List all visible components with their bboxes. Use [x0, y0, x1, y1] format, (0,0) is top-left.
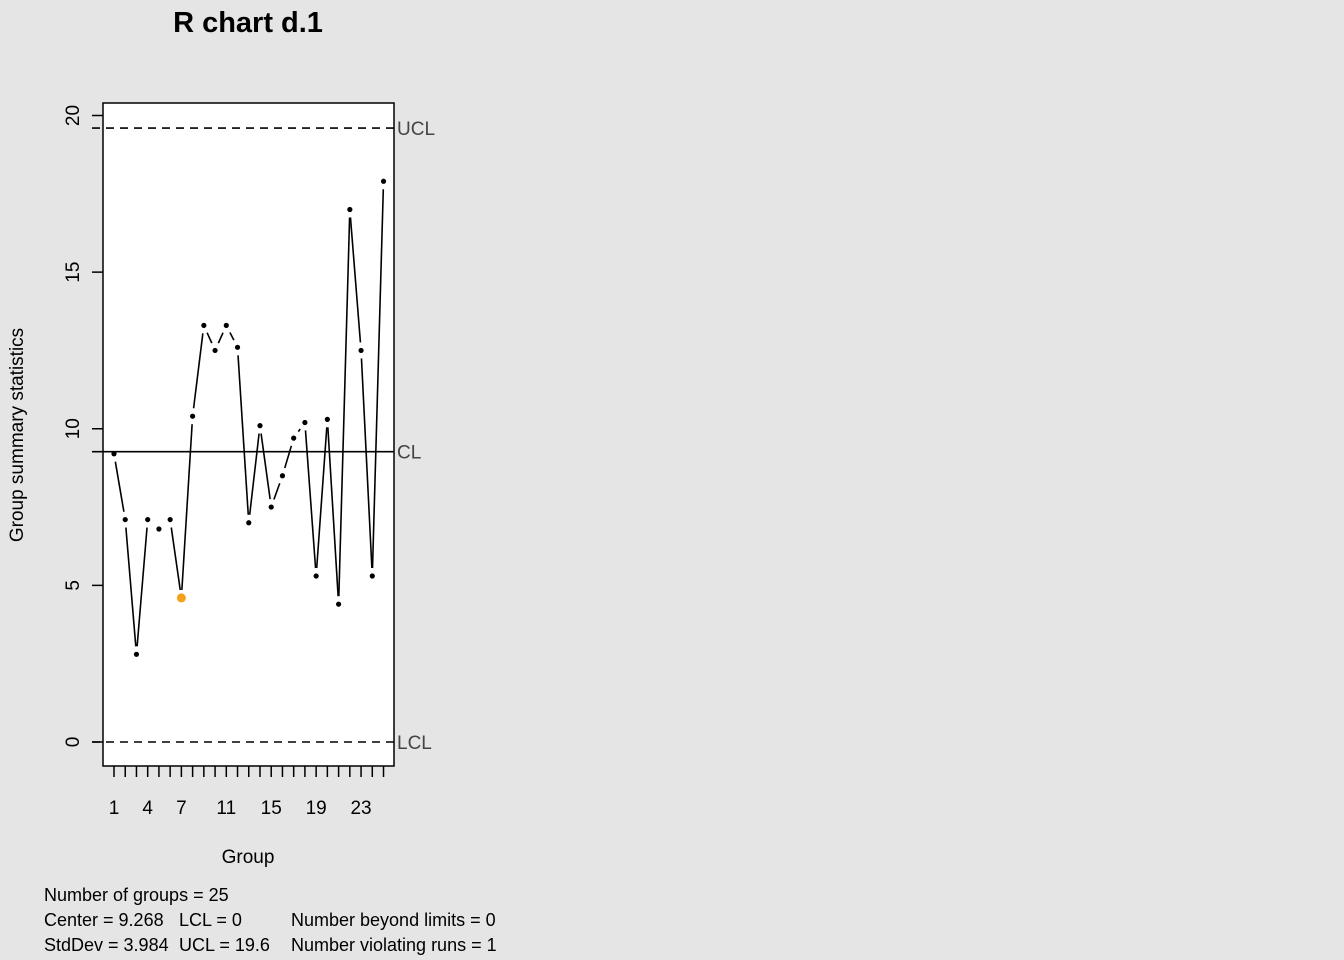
chart-title: R chart d.1 — [173, 7, 323, 39]
series-segment — [217, 332, 224, 344]
x-tick-label: 15 — [261, 798, 282, 819]
series-segment — [181, 424, 193, 590]
data-point — [156, 526, 162, 532]
y-tick-label: 10 — [63, 418, 84, 439]
x-tick-label: 23 — [350, 798, 371, 819]
x-tick-label: 1 — [109, 798, 120, 819]
series-segment — [371, 189, 385, 569]
violating-point — [176, 593, 186, 603]
data-point — [167, 516, 173, 523]
stat-number-of-groups: Number of groups = 25 — [44, 885, 229, 905]
y-axis-label: Group summary statistics — [7, 328, 28, 542]
x-tick-label: 11 — [216, 798, 236, 819]
ucl-label: UCL — [397, 119, 435, 140]
data-point — [246, 520, 252, 526]
series-segment — [237, 355, 250, 515]
data-point — [111, 451, 117, 457]
data-point — [380, 178, 387, 184]
data-point — [313, 573, 319, 579]
stat-center: Center = 9.268 — [44, 910, 164, 930]
cl-label: CL — [397, 443, 421, 464]
series-segment — [114, 461, 125, 512]
x-tick-label: 7 — [176, 798, 187, 819]
data-point — [347, 206, 353, 213]
series-segment — [283, 445, 293, 469]
stat-beyond-limits: Number beyond limits = 0 — [291, 910, 496, 930]
data-point — [145, 516, 151, 523]
data-point — [122, 516, 128, 523]
series-segment — [338, 217, 351, 597]
series-segment — [136, 527, 148, 647]
series-segment — [206, 332, 213, 344]
y-tick-label: 15 — [63, 262, 84, 283]
series-segment — [248, 433, 260, 515]
series-segment — [327, 427, 339, 597]
x-tick-label: 4 — [142, 798, 153, 819]
data-point — [257, 423, 263, 429]
series-segment — [315, 427, 328, 569]
plot-area — [102, 102, 395, 767]
x-tick-label: 19 — [306, 798, 327, 819]
data-point — [324, 416, 330, 422]
series-segment — [229, 332, 235, 341]
series-segment — [192, 333, 204, 409]
data-point — [212, 347, 218, 354]
series-segment — [170, 527, 182, 591]
stat-stddev: StdDev = 3.984 — [44, 935, 169, 955]
y-tick-label: 20 — [63, 105, 84, 126]
y-axis: 0 5 10 15 20 — [63, 105, 103, 747]
series-segment — [297, 428, 301, 433]
data-point — [223, 322, 229, 328]
series-segment — [260, 433, 271, 500]
data-point — [369, 573, 375, 579]
stat-violating-runs: Number violating runs = 1 — [291, 935, 497, 955]
data-point — [268, 504, 274, 510]
stat-ucl: UCL = 19.6 — [179, 935, 270, 955]
data-point — [358, 347, 364, 354]
data-series — [111, 178, 387, 657]
data-point — [133, 651, 140, 657]
series-segment — [304, 430, 317, 569]
series-segment — [349, 217, 362, 343]
y-tick-label: 5 — [63, 580, 84, 591]
data-point — [336, 601, 342, 607]
y-tick-label: 0 — [63, 737, 84, 748]
data-point — [302, 419, 308, 426]
data-point — [279, 473, 286, 479]
data-point — [201, 322, 207, 328]
x-axis-label: Group — [222, 847, 275, 868]
series-segment — [360, 358, 373, 569]
stat-lcl: LCL = 0 — [179, 910, 242, 930]
data-point — [190, 413, 196, 419]
series-segment — [125, 527, 137, 647]
data-point — [291, 435, 297, 441]
series-segment — [273, 482, 281, 500]
data-point — [234, 344, 241, 350]
x-axis: 1 4 7 11 15 19 23 — [109, 766, 385, 819]
lcl-label: LCL — [397, 733, 432, 754]
